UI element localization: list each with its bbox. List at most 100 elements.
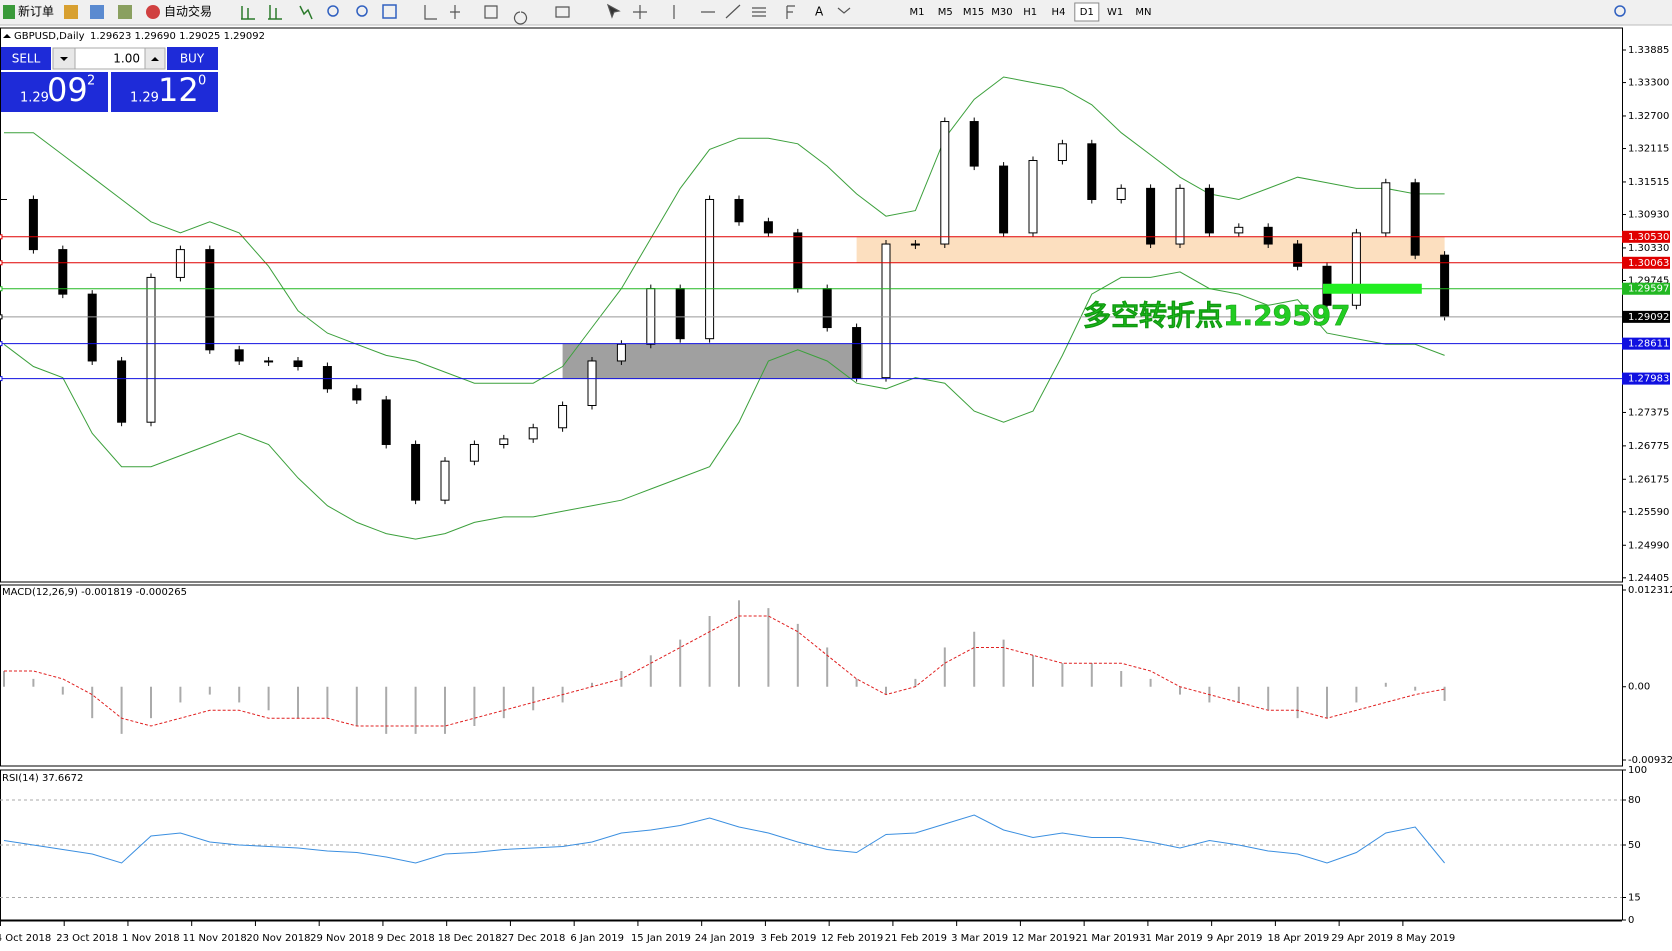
x-tick-label: 8 May 2019 bbox=[1396, 933, 1455, 944]
price-label: 1.28611 bbox=[1628, 339, 1669, 350]
candle bbox=[234, 349, 244, 362]
buy-button[interactable] bbox=[167, 47, 218, 70]
bollinger-upper bbox=[4, 76, 1445, 384]
x-tick-label: 24 Jan 2019 bbox=[695, 933, 755, 944]
auto-trade-button[interactable]: 自动交易 bbox=[164, 4, 212, 19]
arrow-down bbox=[60, 57, 68, 61]
y-tick-label: 1.30930 bbox=[1628, 210, 1669, 221]
candle bbox=[528, 427, 538, 440]
buy-label[interactable]: BUY bbox=[180, 52, 205, 66]
candle bbox=[940, 121, 950, 245]
toolbar-icon[interactable] bbox=[90, 5, 104, 19]
x-tick-label: 4 Oct 2018 bbox=[0, 933, 51, 944]
x-tick-label: 21 Mar 2019 bbox=[1075, 933, 1138, 944]
candle bbox=[1263, 226, 1273, 245]
timeframe-button[interactable]: M30 bbox=[991, 7, 1012, 18]
sell-price-pips: 09 bbox=[47, 71, 88, 109]
x-tick-label: 18 Dec 2018 bbox=[438, 933, 502, 944]
buy-price-big: 1.29 bbox=[130, 91, 159, 106]
price-label: 1.30063 bbox=[1628, 258, 1669, 269]
y-tick-label: 1.32115 bbox=[1628, 144, 1669, 155]
sell-price-box[interactable] bbox=[1, 72, 108, 112]
y-tick-label: 1.33885 bbox=[1628, 45, 1669, 56]
candle bbox=[793, 232, 803, 290]
buy-price-pips: 12 bbox=[158, 71, 199, 109]
bollinger-lower bbox=[3, 271, 1445, 540]
timeframe-button[interactable]: W1 bbox=[1107, 7, 1123, 18]
zoom-icons[interactable] bbox=[327, 4, 397, 19]
sell-button[interactable] bbox=[1, 47, 51, 70]
toolbar-icon[interactable] bbox=[64, 5, 78, 19]
toolbar-icon[interactable] bbox=[118, 5, 132, 19]
timeframe-button[interactable]: D1 bbox=[1080, 7, 1094, 18]
x-tick-label: 20 Nov 2018 bbox=[246, 933, 310, 944]
candle bbox=[1293, 243, 1303, 267]
timeframe-button[interactable]: M1 bbox=[910, 7, 925, 18]
candle bbox=[705, 198, 715, 340]
candle bbox=[734, 198, 744, 223]
candle bbox=[1116, 187, 1126, 200]
timeframe-button[interactable]: M5 bbox=[938, 7, 953, 18]
buy-price-fraction: 0 bbox=[198, 74, 206, 89]
x-tick-label: 18 Apr 2019 bbox=[1267, 933, 1329, 944]
drawing-tools[interactable] bbox=[424, 3, 851, 25]
x-tick-label: 11 Nov 2018 bbox=[183, 933, 247, 944]
price-label-box bbox=[1622, 337, 1670, 350]
candle bbox=[999, 165, 1009, 234]
search-icon[interactable] bbox=[1614, 5, 1626, 17]
candle bbox=[264, 360, 274, 363]
candle bbox=[587, 360, 597, 406]
price-label-box bbox=[1622, 310, 1670, 323]
candle bbox=[881, 243, 891, 379]
chart-type-icons[interactable] bbox=[241, 5, 313, 20]
new-order-button[interactable]: 新订单 bbox=[18, 4, 54, 19]
indicator-title: RSI(14) 37.6672 bbox=[2, 773, 83, 784]
x-tick-label: 12 Feb 2019 bbox=[821, 933, 883, 944]
text-tool[interactable]: A bbox=[815, 5, 824, 19]
chart-symbol: GBPUSD,Daily bbox=[14, 31, 85, 42]
candle bbox=[205, 249, 215, 351]
timeframe-button[interactable]: H4 bbox=[1052, 7, 1066, 18]
sell-label[interactable]: SELL bbox=[12, 52, 41, 66]
candle bbox=[1351, 232, 1361, 306]
y-tick-label: -0.009328 bbox=[1628, 755, 1672, 766]
candle bbox=[852, 327, 862, 379]
x-tick-label: 29 Nov 2018 bbox=[310, 933, 374, 944]
timeframe-active[interactable] bbox=[1074, 2, 1100, 22]
lot-size[interactable]: 1.00 bbox=[113, 52, 140, 66]
timeframe-button[interactable]: M15 bbox=[963, 7, 984, 18]
y-tick-label: 1.33300 bbox=[1628, 78, 1669, 89]
price-label-box bbox=[1622, 230, 1670, 243]
one-click-trading: SELL 1.00 BUY 1.29 09 2 1.29 12 0 bbox=[1, 47, 218, 112]
level-handle bbox=[0, 341, 3, 347]
timeframe-button[interactable]: H1 bbox=[1023, 7, 1037, 18]
panel-border bbox=[0, 27, 1623, 583]
y-tick-label: 0 bbox=[1628, 915, 1634, 926]
y-tick-label: 1.24990 bbox=[1628, 540, 1669, 551]
y-tick-label: 1.30330 bbox=[1628, 243, 1669, 254]
new-order-icon[interactable] bbox=[3, 5, 15, 19]
auto-trade-icon[interactable] bbox=[146, 5, 160, 19]
buy-price-box[interactable] bbox=[111, 72, 218, 112]
x-tick-label: 27 Dec 2018 bbox=[501, 933, 565, 944]
candle bbox=[469, 443, 479, 462]
candle bbox=[1440, 254, 1450, 317]
timeframe-button[interactable]: MN bbox=[1135, 7, 1151, 18]
level-handle bbox=[0, 376, 3, 382]
level-handle bbox=[0, 314, 3, 320]
y-tick-label: 0.00 bbox=[1628, 682, 1650, 693]
collapse-icon[interactable] bbox=[3, 34, 11, 38]
candle bbox=[322, 366, 332, 390]
pivot-marker bbox=[1323, 283, 1422, 294]
level-handle bbox=[0, 260, 3, 266]
x-tick-label: 6 Jan 2019 bbox=[570, 933, 624, 944]
candle bbox=[1146, 187, 1156, 245]
candle bbox=[87, 293, 97, 362]
candle bbox=[763, 221, 773, 234]
candle bbox=[616, 343, 626, 362]
x-tick-label: 12 Mar 2019 bbox=[1012, 933, 1075, 944]
candle bbox=[146, 276, 156, 423]
y-tick-label: 1.32700 bbox=[1628, 111, 1669, 122]
candle bbox=[675, 288, 685, 340]
